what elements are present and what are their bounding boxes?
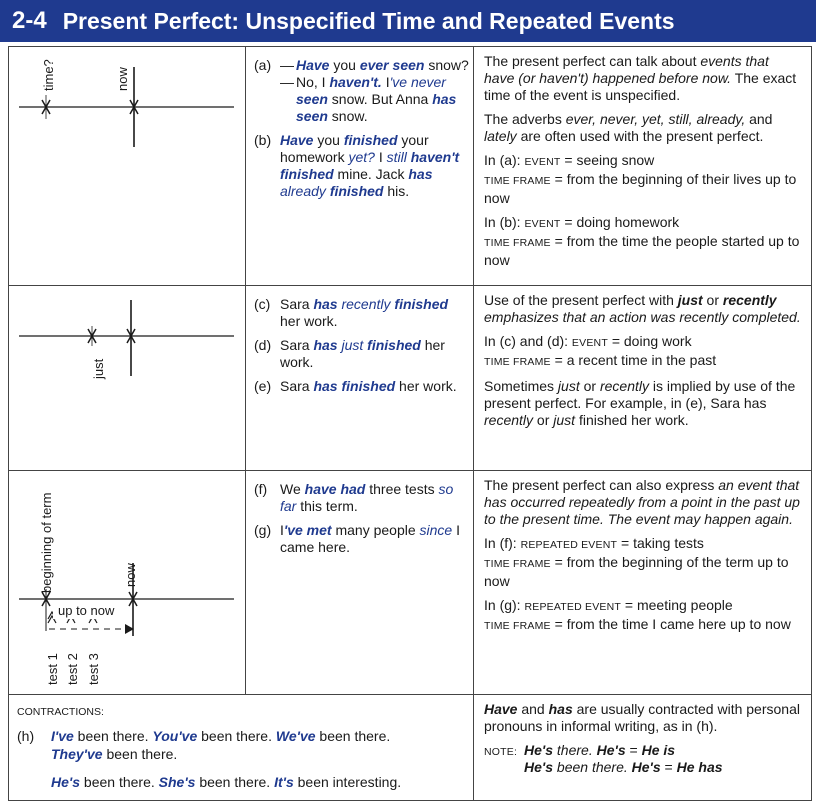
row-divider	[9, 285, 811, 286]
contraction-note: NOTE: He's there. He's = He is He's been…	[484, 742, 723, 775]
explanation-cell-2: Use of the present perfect with just or …	[473, 286, 811, 470]
example-e: (e) Sara has finished her work.	[254, 378, 457, 394]
explanation-paragraph: The present perfect can also express an …	[484, 477, 800, 527]
contractions-heading: CONTRACTIONS:	[17, 706, 104, 718]
chart-header: 2-4 Present Perfect: Unspecified Time an…	[0, 0, 816, 42]
timeline-cell-3: up to now beginning of term now test 1 t…	[9, 471, 245, 694]
contraction-note-cell: Have and has are usually contracted with…	[473, 695, 811, 801]
timeline-cell-1: time? now	[9, 47, 245, 285]
chart-title: Present Perfect: Unspecified Time and Re…	[62, 7, 675, 34]
explanation-paragraph: In (a): EVENT = seeing snow TIME FRAME = …	[484, 152, 797, 206]
explanation-paragraph: In (g): REPEATED EVENT = meeting people T…	[484, 597, 791, 632]
label-beginning-of-term: beginning of term	[39, 493, 54, 593]
grammar-chart: time? now (a) — Have you ever seen snow? …	[8, 46, 812, 801]
example-d: (d) Sara has just finished her work.	[254, 337, 445, 370]
example-a: (a) — Have you ever seen snow? — No, I hav…	[254, 57, 469, 124]
row-divider	[9, 470, 811, 471]
explanation-paragraph: In (b): EVENT = doing homework TIME FRAME…	[484, 214, 800, 268]
explanation-paragraph: Have and has are usually contracted with…	[484, 701, 800, 734]
examples-cell-3: (f) We have had three tests so far this t…	[245, 471, 473, 694]
label-test-1: test 1	[45, 653, 60, 685]
example-h: (h) I've been there. You've been there. …	[17, 728, 402, 790]
label-test-2: test 2	[65, 653, 80, 685]
examples-cell-2: (c) Sara has recently finished her work. …	[245, 286, 473, 470]
label-just: just	[91, 358, 106, 380]
label-now: now	[115, 67, 130, 91]
explanation-paragraph: In (f): REPEATED EVENT = taking tests TIM…	[484, 535, 789, 589]
label-up-to-now: up to now	[58, 603, 115, 618]
chart-number: 2-4	[12, 7, 47, 34]
label-test-3: test 3	[86, 653, 101, 685]
example-g: (g) I've met many people since I came her…	[254, 522, 460, 555]
label-time-question: time?	[41, 59, 56, 91]
contractions-cell: CONTRACTIONS: (h) I've been there. You'v…	[9, 695, 473, 801]
explanation-cell-3: The present perfect can also express an …	[473, 471, 811, 694]
explanation-paragraph: The adverbs ever, never, yet, still, alr…	[484, 111, 773, 144]
example-f: (f) We have had three tests so far this t…	[254, 481, 454, 514]
row-divider	[9, 694, 811, 695]
timeline-cell-2: just	[9, 286, 245, 470]
label-now: now	[123, 563, 138, 587]
timeline-diagram-repeated: up to now beginning of term now test 1 t…	[19, 493, 234, 685]
explanation-paragraph: Use of the present perfect with just or …	[484, 292, 801, 325]
timeline-diagram-recent: just	[19, 300, 234, 380]
explanation-paragraph: The present perfect can talk about event…	[484, 53, 797, 103]
example-c: (c) Sara has recently finished her work.	[254, 296, 449, 329]
timeline-diagram-unspecified: time? now	[19, 59, 234, 147]
explanation-paragraph: Sometimes just or recently is implied by…	[484, 378, 796, 428]
examples-cell-1: (a) — Have you ever seen snow? — No, I hav…	[245, 47, 473, 285]
explanation-paragraph: In (c) and (d): EVENT = doing work TIME F…	[484, 333, 717, 368]
explanation-cell-1: The present perfect can talk about event…	[473, 47, 811, 285]
example-b: (b) Have you finished your homework yet?…	[254, 132, 460, 199]
